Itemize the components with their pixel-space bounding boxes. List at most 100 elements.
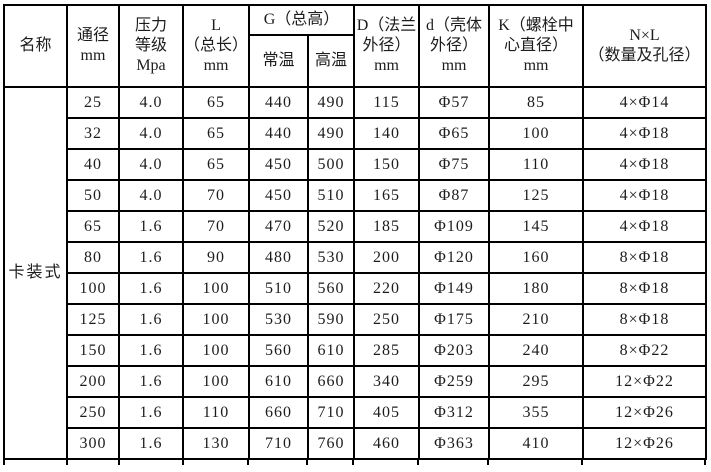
table-cell: 295 bbox=[488, 365, 585, 398]
table-cell: 530 bbox=[248, 303, 310, 336]
table-row: 65 1.6 70 470 520 185 Φ109 145 4×Φ18 bbox=[4, 210, 708, 243]
table-row: 300 1.6 130 710 760 460 Φ363 410 12×Φ26 bbox=[4, 427, 708, 460]
table-cell: 4×Φ14 bbox=[582, 86, 708, 119]
table-cell: Φ57 bbox=[418, 86, 491, 119]
table-cell: 100 bbox=[181, 365, 251, 398]
table-cell: 100 bbox=[488, 117, 585, 150]
table-cell: 1.6 bbox=[118, 303, 184, 336]
table-cell: 660 bbox=[307, 365, 356, 398]
table-cell: 125 bbox=[66, 303, 120, 336]
table-cell: 4×Φ18 bbox=[582, 148, 708, 181]
table-row: 250 1.6 110 660 710 405 Φ312 355 12×Φ26 bbox=[4, 396, 708, 429]
table-cell: 1.6 bbox=[118, 272, 184, 305]
table-cell: Φ75 bbox=[418, 148, 491, 181]
table-cell: 610 bbox=[248, 365, 310, 398]
table-body: 卡装式 25 4.0 65 440 490 115 Φ57 85 4×Φ14 32 4.0 65 440 4… bbox=[3, 86, 708, 460]
group-label-cell: 卡装式 bbox=[3, 86, 68, 460]
table-row: 40 4.0 65 450 500 150 Φ75 110 4×Φ18 bbox=[4, 148, 708, 181]
table-cell: 160 bbox=[488, 241, 585, 274]
table-cell: 12×Φ22 bbox=[582, 365, 708, 398]
table-row: 32 4.0 65 440 490 140 Φ65 100 4×Φ18 bbox=[4, 117, 708, 150]
table-cell: 4×Φ18 bbox=[582, 117, 708, 150]
header-name-label: 名称 bbox=[19, 37, 52, 54]
table-cell: 65 bbox=[181, 86, 251, 119]
table-cell: 520 bbox=[307, 210, 356, 243]
header-shell-od: d（壳体 外径） mm bbox=[418, 4, 491, 88]
table-cell: 8×Φ18 bbox=[582, 272, 708, 305]
table-cell: 25 bbox=[66, 86, 120, 119]
stub-cell bbox=[487, 458, 583, 465]
table-cell: 4.0 bbox=[118, 117, 184, 150]
table-cell: 130 bbox=[181, 427, 251, 460]
table-row: 80 1.6 90 480 530 200 Φ120 160 8×Φ18 bbox=[4, 241, 708, 274]
table-cell: 100 bbox=[66, 272, 120, 305]
table-cell: 4.0 bbox=[118, 148, 184, 181]
header-holes: N×L （数量及孔径） bbox=[582, 4, 708, 88]
table-cell: 450 bbox=[248, 179, 310, 212]
table-cell: 410 bbox=[488, 427, 585, 460]
header-height-normal: 常温 bbox=[248, 34, 310, 88]
table-cell: 450 bbox=[248, 148, 310, 181]
header-bolt-circle: K（螺栓中 心直径） mm bbox=[488, 4, 585, 88]
table-cell: 760 bbox=[307, 427, 356, 460]
header-flange-od: D（法兰 外径） mm bbox=[353, 4, 421, 88]
table-cell: 470 bbox=[248, 210, 310, 243]
table-cell: 460 bbox=[353, 427, 421, 460]
stub-cell bbox=[118, 458, 184, 465]
table-cell: 110 bbox=[181, 396, 251, 429]
table-cell: 80 bbox=[66, 241, 120, 274]
table-cell: 140 bbox=[353, 117, 421, 150]
table-cell: 32 bbox=[66, 117, 120, 150]
table-cell: 40 bbox=[66, 148, 120, 181]
table-cutoff-stubs bbox=[3, 458, 706, 465]
table-cell: 200 bbox=[66, 365, 120, 398]
table-cell: 285 bbox=[353, 334, 421, 367]
table-cell: 530 bbox=[307, 241, 356, 274]
table-cell: 1.6 bbox=[118, 334, 184, 367]
table-cell: 100 bbox=[181, 272, 251, 305]
stub-cell bbox=[306, 458, 354, 465]
stub-cell bbox=[3, 458, 68, 465]
table-cell: 440 bbox=[248, 117, 310, 150]
table-cell: 50 bbox=[66, 179, 120, 212]
stub-cell bbox=[66, 458, 120, 465]
table-cell: Φ149 bbox=[418, 272, 491, 305]
table-cell: 65 bbox=[66, 210, 120, 243]
table-cell: 70 bbox=[181, 210, 251, 243]
table-cell: Φ259 bbox=[418, 365, 491, 398]
header-height-group: G（总高） bbox=[248, 4, 356, 36]
header-dn: 通径 mm bbox=[66, 4, 120, 88]
table-cell: Φ87 bbox=[418, 179, 491, 212]
table-cell: Φ109 bbox=[418, 210, 491, 243]
table-cell: Φ65 bbox=[418, 117, 491, 150]
table-cell: 510 bbox=[307, 179, 356, 212]
table-cell: Φ363 bbox=[418, 427, 491, 460]
stub-cell bbox=[182, 458, 249, 465]
table-cell: 510 bbox=[248, 272, 310, 305]
table-cell: 115 bbox=[353, 86, 421, 119]
table-cell: 150 bbox=[66, 334, 120, 367]
table-cell: 180 bbox=[488, 272, 585, 305]
stub-cell bbox=[581, 458, 706, 465]
table-cell: 65 bbox=[181, 148, 251, 181]
table-cell: 210 bbox=[488, 303, 585, 336]
header-length: L （总长） mm bbox=[181, 4, 251, 88]
table-cell: 240 bbox=[488, 334, 585, 367]
table-cell: 70 bbox=[181, 179, 251, 212]
table-row: 125 1.6 100 530 590 250 Φ175 210 8×Φ18 bbox=[4, 303, 708, 336]
stub-row bbox=[3, 458, 706, 465]
table-row: 150 1.6 100 560 610 285 Φ203 240 8×Φ22 bbox=[4, 334, 708, 367]
table-cell: 8×Φ22 bbox=[582, 334, 708, 367]
table-cell: 8×Φ18 bbox=[582, 303, 708, 336]
table-cell: 12×Φ26 bbox=[582, 396, 708, 429]
table-cell: 710 bbox=[307, 396, 356, 429]
table-cell: 1.6 bbox=[118, 427, 184, 460]
header-height-high: 高温 bbox=[307, 34, 356, 88]
stub-cell bbox=[247, 458, 308, 465]
table-cell: 405 bbox=[353, 396, 421, 429]
table-cell: 100 bbox=[181, 303, 251, 336]
table-cell: Φ312 bbox=[418, 396, 491, 429]
table-cell: 480 bbox=[248, 241, 310, 274]
table-cell: 4×Φ18 bbox=[582, 179, 708, 212]
